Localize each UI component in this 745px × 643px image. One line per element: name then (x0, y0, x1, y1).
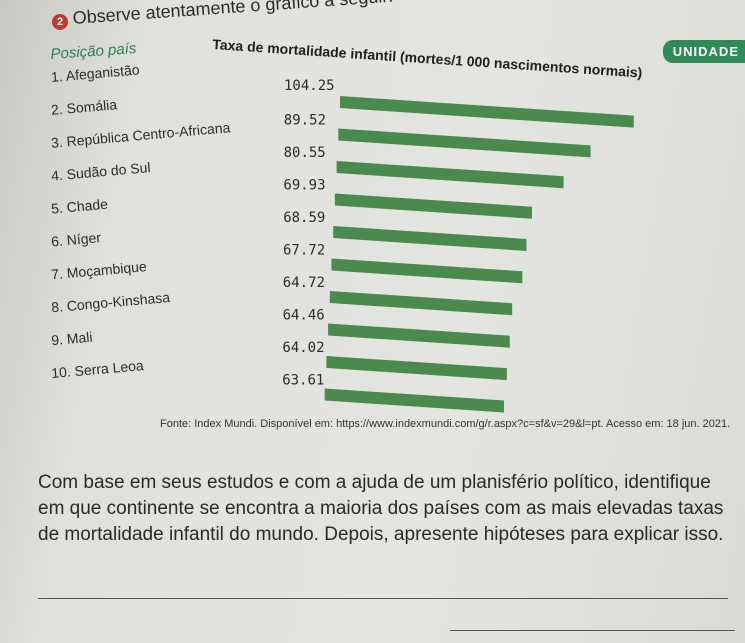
question-text: Com base em seus estudos e com a ajuda d… (38, 472, 724, 545)
bar (331, 258, 523, 284)
value-label: 64.72 (283, 275, 325, 291)
bar (324, 388, 504, 413)
category-label: 5. Chade (50, 196, 108, 217)
value-label: 69.93 (283, 178, 325, 194)
answer-line-1[interactable] (38, 598, 728, 599)
bar (326, 356, 507, 381)
value-label: 80.55 (284, 145, 326, 161)
question-number-badge: 2 (52, 14, 68, 30)
bar (338, 128, 591, 158)
bar (328, 323, 510, 348)
bar (336, 161, 564, 189)
value-label: 64.46 (283, 308, 325, 324)
source-citation: Fonte: Index Mundi. Disponível em: https… (160, 418, 731, 430)
category-label: 8. Congo-Kinshasa (51, 289, 171, 315)
category-label: 1. Afeganistão (50, 61, 140, 85)
bar-chart: 1. Afeganistão 104.25 2. Somália 89.52 3. Re… (50, 61, 634, 413)
value-label: 89.52 (284, 113, 326, 129)
category-label: 9. Mali (51, 329, 93, 349)
category-label: 7. Moçambique (51, 258, 148, 282)
category-label: 3. República Centro-Africana (50, 119, 231, 151)
category-label: 2. Somália (50, 96, 118, 118)
bar (329, 291, 513, 316)
answer-line-2[interactable] (450, 630, 735, 631)
bar (340, 96, 634, 128)
bar (333, 226, 527, 251)
value-label: 104.25 (284, 78, 335, 94)
unidade-badge: UNIDADE (662, 40, 745, 63)
category-label: 4. Sudão do Sul (50, 159, 151, 184)
category-label: 10. Serra Leoa (51, 357, 145, 381)
value-label: 64.02 (282, 340, 324, 356)
value-label: 68.59 (283, 210, 325, 226)
category-label: 6. Níger (51, 229, 102, 249)
bar (334, 193, 532, 219)
value-label: 67.72 (283, 243, 325, 259)
value-label: 63.61 (282, 373, 324, 389)
